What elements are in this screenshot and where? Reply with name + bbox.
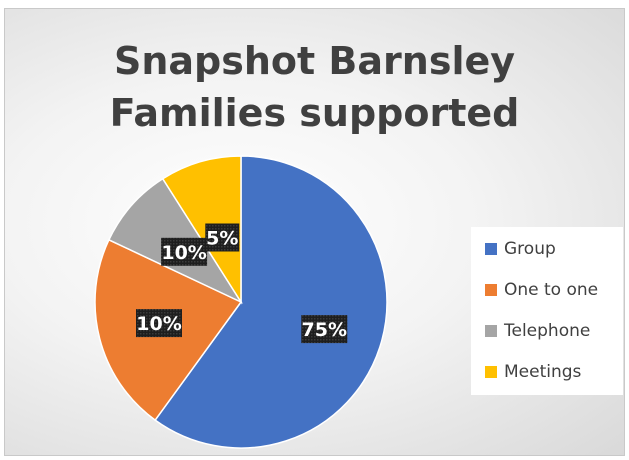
data-label-group: 75% [301, 315, 348, 344]
data-label-meetings: 5% [205, 223, 240, 252]
pie-slice-group [154, 155, 388, 449]
data-label-box [301, 315, 348, 344]
legend-label-meetings: Meetings [504, 362, 582, 382]
chart-title-line-1: Snapshot Barnsley [113, 39, 516, 83]
chart-title-line-2: Families supported [109, 91, 520, 135]
legend-label-group: Group [504, 239, 556, 259]
data-labels: 75%10%10%5% [136, 223, 348, 344]
pie-slices [94, 155, 388, 449]
data-label-text: 10% [161, 242, 206, 264]
pie-chart: 75%10%10%5% [94, 155, 388, 449]
chart-title: Snapshot Barnsley Families supported [5, 35, 624, 139]
data-label-one-to-one: 10% [136, 309, 182, 338]
data-label-text: 5% [206, 228, 238, 250]
data-label-box [161, 237, 208, 266]
pie-slice-meetings [161, 155, 242, 305]
data-label-box [136, 309, 182, 338]
legend-item-meetings: Meetings [485, 360, 581, 384]
legend-swatch-meetings [485, 366, 497, 378]
data-label-text: 10% [136, 313, 181, 335]
legend: Group One to one Telephone Meetings [471, 227, 623, 395]
legend-item-telephone: Telephone [485, 319, 590, 343]
legend-swatch-group [485, 243, 497, 255]
chart-area: Snapshot Barnsley Families supported 75%… [4, 8, 625, 456]
data-label-text: 75% [302, 319, 347, 341]
legend-swatch-telephone [485, 325, 497, 337]
data-label-box [205, 223, 240, 252]
legend-item-one-to-one: One to one [485, 278, 598, 302]
legend-label-one-to-one: One to one [504, 280, 599, 300]
legend-label-telephone: Telephone [504, 321, 591, 341]
legend-item-group: Group [485, 237, 556, 261]
legend-swatch-one-to-one [485, 284, 497, 296]
data-label-telephone: 10% [161, 237, 208, 266]
